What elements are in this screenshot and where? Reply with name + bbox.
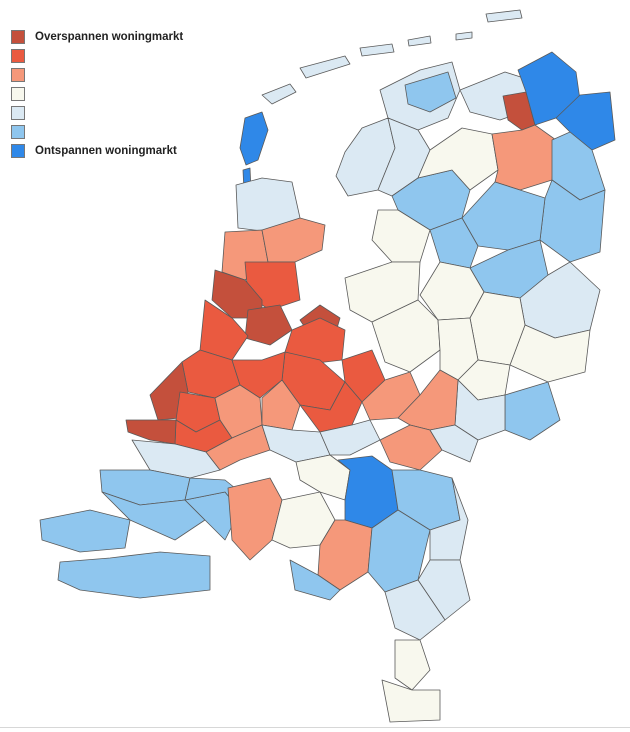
legend-swatch bbox=[11, 86, 25, 101]
legend-row bbox=[11, 103, 183, 122]
region-island-schiermonnikoog bbox=[407, 35, 432, 47]
region-krimpenerwaard bbox=[261, 379, 301, 431]
region-friesland-east bbox=[417, 127, 499, 191]
region-island-vlieland bbox=[261, 83, 297, 105]
legend-row bbox=[11, 84, 183, 103]
legend-swatch bbox=[11, 29, 25, 44]
legend-swatch bbox=[11, 105, 25, 120]
region-achterhoek bbox=[504, 381, 561, 441]
region-island-texel bbox=[239, 111, 269, 166]
region-drenthe-south bbox=[429, 217, 479, 269]
legend-row: Overspannen woningmarkt bbox=[11, 27, 183, 46]
region-walcheren bbox=[39, 509, 131, 553]
legend-row bbox=[11, 65, 183, 84]
region-drenthe-west bbox=[461, 181, 546, 251]
legend-swatch bbox=[11, 67, 25, 82]
region-midden-limburg bbox=[384, 579, 446, 641]
map-legend: Overspannen woningmarkt Ontspannen wonin… bbox=[11, 27, 183, 160]
legend-row: Ontspannen woningmarkt bbox=[11, 141, 183, 160]
region-groningen-south bbox=[491, 124, 557, 191]
region-island-east-frisian bbox=[485, 9, 523, 23]
region-breda bbox=[227, 477, 283, 561]
region-westelijke-mijnstreek bbox=[394, 639, 431, 691]
region-haarlem bbox=[199, 299, 249, 361]
region-friesland-leeuwarden bbox=[404, 71, 457, 113]
region-island-rottumeroog bbox=[455, 31, 473, 41]
region-amsterdam bbox=[244, 304, 293, 346]
region-heuvelland bbox=[381, 679, 441, 723]
legend-row bbox=[11, 46, 183, 65]
bottom-divider bbox=[0, 727, 630, 728]
region-island-terschelling bbox=[299, 55, 351, 79]
legend-row bbox=[11, 122, 183, 141]
legend-label: Overspannen woningmarkt bbox=[35, 30, 184, 43]
region-liemers bbox=[429, 424, 479, 463]
region-island-ameland bbox=[359, 43, 395, 57]
region-kempen bbox=[289, 559, 341, 601]
legend-swatch bbox=[11, 124, 25, 139]
region-zeeuws-vlaanderen bbox=[57, 551, 211, 599]
legend-label: Ontspannen woningmarkt bbox=[35, 144, 177, 157]
legend-swatch bbox=[11, 48, 25, 63]
legend-swatch bbox=[11, 143, 25, 158]
